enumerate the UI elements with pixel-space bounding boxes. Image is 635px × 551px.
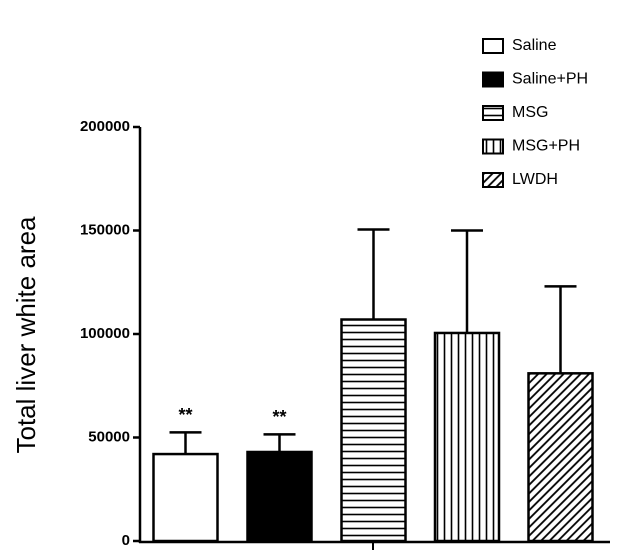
legend-label: Saline+PH xyxy=(512,71,588,88)
legend-label: MSG xyxy=(512,104,548,121)
legend-swatch xyxy=(482,71,504,88)
y-tick-label: 100000 xyxy=(80,325,130,342)
bar xyxy=(527,372,594,543)
legend-swatch xyxy=(482,38,504,54)
legend-swatch xyxy=(482,105,504,121)
annotation: ** xyxy=(272,407,286,427)
legend-label: Saline xyxy=(512,37,557,54)
y-axis-label: Total liver white area xyxy=(11,216,41,454)
y-tick-label: 150000 xyxy=(80,221,130,238)
legend-label: MSG+PH xyxy=(512,138,580,155)
y-tick-label: 200000 xyxy=(80,118,130,135)
bar xyxy=(152,452,219,543)
y-tick-label: 50000 xyxy=(88,428,130,445)
legend-swatch xyxy=(482,172,504,188)
legend-swatch xyxy=(482,138,504,155)
bar xyxy=(340,318,407,543)
y-tick-label: 0 xyxy=(122,532,130,549)
bar xyxy=(246,450,313,543)
bar xyxy=(433,331,501,543)
annotation: ** xyxy=(178,405,192,425)
legend-label: LWDH xyxy=(512,171,558,188)
